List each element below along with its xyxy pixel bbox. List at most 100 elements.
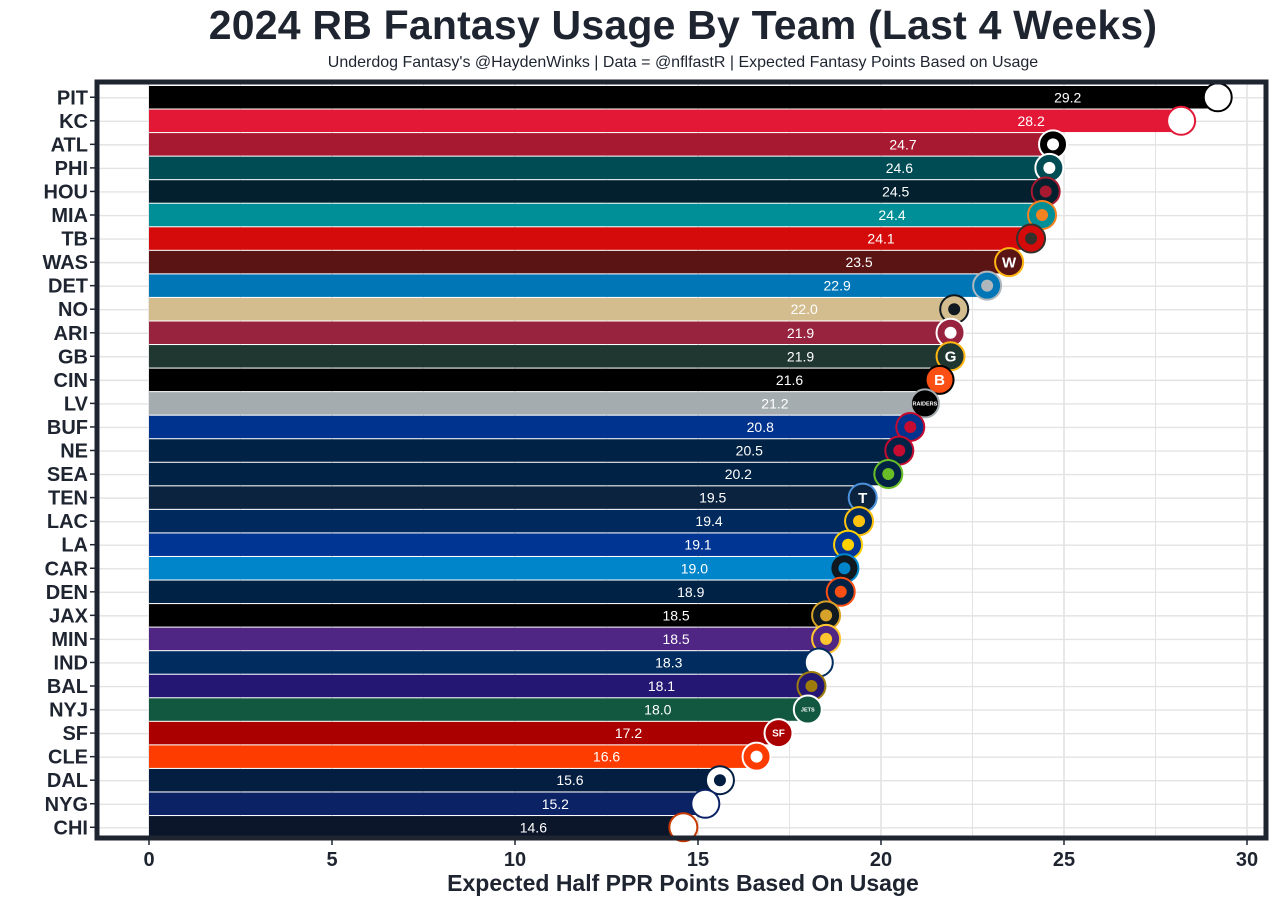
y-tick-label: MIA	[51, 205, 88, 227]
team-logo-cle	[741, 741, 772, 772]
bar-gb	[149, 345, 951, 368]
team-logo-sf: SF	[763, 718, 794, 749]
bar-atl	[149, 133, 1054, 156]
team-logo-bal	[796, 671, 827, 701]
y-tick-label: JAX	[49, 605, 89, 627]
value-label: 20.2	[725, 466, 752, 482]
value-label: 29.2	[1054, 89, 1081, 105]
y-tick-label: LA	[61, 535, 88, 557]
y-tick-label: ATL	[51, 134, 88, 156]
team-logo-lv: RAIDERS	[909, 388, 940, 419]
value-label: 24.7	[889, 136, 916, 152]
y-tick-label: TEN	[48, 488, 88, 510]
value-label: 21.6	[776, 372, 803, 388]
bar-lac	[149, 509, 860, 533]
bar-jax	[149, 604, 827, 627]
bar-ind	[149, 651, 819, 674]
y-tick-label: DET	[48, 276, 88, 298]
value-label: 19.5	[699, 490, 726, 506]
value-label: 17.2	[615, 725, 642, 741]
svg-text:Steelers: Steelers	[1207, 95, 1228, 101]
team-logo-car	[829, 553, 860, 584]
y-tick-label: LV	[64, 393, 89, 415]
chart-subtitle: Underdog Fantasy's @HaydenWinks | Data =…	[327, 54, 1039, 71]
bar-det	[149, 274, 988, 297]
bar-min	[149, 627, 827, 651]
bar-dal	[149, 768, 720, 792]
team-logo-buf	[895, 411, 926, 442]
logos-layer: Steelers KC W GB RAIDERS T U JETS SF NY C	[668, 82, 1233, 843]
team-logo-sea	[873, 459, 904, 490]
y-tick-label: SEA	[47, 464, 88, 486]
bar-hou	[149, 180, 1046, 203]
team-logo-jax	[811, 600, 842, 631]
x-axis-title: Expected Half PPR Points Based On Usage	[447, 870, 919, 896]
y-tick-label: NO	[58, 299, 88, 321]
team-logo-phi	[1034, 152, 1065, 183]
bar-ari	[149, 321, 951, 344]
team-logo-atl	[1038, 129, 1069, 160]
x-tick-label: 15	[687, 849, 709, 871]
value-label: 15.2	[542, 796, 569, 812]
y-tick-label: BUF	[47, 417, 88, 439]
y-tick-label: SF	[62, 723, 88, 745]
team-logo-tb	[1016, 223, 1047, 254]
team-logo-det	[972, 270, 1003, 301]
value-label: 21.9	[787, 325, 814, 341]
y-tick-label: MIN	[51, 629, 88, 651]
y-tick-label: TB	[61, 229, 88, 251]
bar-kc	[149, 109, 1182, 133]
y-tick-label: NE	[60, 441, 88, 463]
svg-text:T: T	[858, 490, 867, 507]
x-tick-label: 5	[326, 849, 337, 871]
team-logo-pit: Steelers	[1202, 82, 1233, 113]
value-label: 14.6	[520, 819, 547, 835]
x-axis: 0 5 10 15 20 25 30	[143, 838, 1258, 871]
y-tick-label: HOU	[44, 181, 88, 203]
value-label: 24.5	[882, 183, 909, 199]
x-tick-label: 20	[870, 849, 892, 871]
value-label: 18.5	[662, 607, 689, 623]
team-logo-no	[939, 294, 970, 325]
svg-text:NY: NY	[698, 799, 712, 810]
y-tick-label: CAR	[45, 558, 89, 580]
bar-pit	[149, 86, 1218, 109]
bar-cle	[149, 745, 757, 768]
svg-text:KC: KC	[1174, 116, 1188, 127]
x-tick-label: 25	[1053, 849, 1075, 871]
bar-ne	[149, 439, 900, 462]
bar-was	[149, 250, 1010, 274]
y-tick-label: KC	[59, 111, 88, 133]
y-tick-label: DAL	[47, 770, 88, 792]
svg-text:JETS: JETS	[801, 707, 815, 713]
bar-nyj	[149, 698, 808, 721]
y-tick-label: BAL	[47, 676, 88, 698]
value-label: 20.8	[747, 419, 774, 435]
bar-car	[149, 557, 845, 580]
svg-text:B: B	[934, 372, 945, 389]
svg-text:U: U	[813, 655, 824, 672]
value-label: 18.0	[644, 702, 671, 718]
bar-buf	[149, 415, 911, 439]
bar-bal	[149, 674, 812, 698]
x-tick-label: 10	[504, 849, 526, 871]
bar-sf	[149, 721, 779, 745]
value-label: 28.2	[1017, 113, 1044, 129]
y-tick-label: ARI	[54, 323, 88, 345]
y-tick-label: PHI	[55, 158, 88, 180]
svg-text:G: G	[945, 349, 957, 366]
team-logo-den	[825, 576, 856, 607]
bar-la	[149, 533, 849, 556]
y-tick-label: CIN	[54, 370, 88, 392]
y-tick-label: GB	[58, 346, 88, 368]
team-logo-was: W	[994, 247, 1025, 278]
value-labels-layer: 29.2 28.2 24.7 24.6 24.5 24.4 24.1 23.5 22.9 22.0…	[520, 89, 1082, 835]
y-axis: PITKCATLPHIHOUMIATBWASDETNOARIGBCINLVBUF…	[42, 87, 97, 839]
bar-lv	[149, 392, 925, 415]
bar-phi	[149, 156, 1050, 180]
bars-layer	[149, 86, 1218, 839]
y-tick-label: WAS	[42, 252, 88, 274]
bar-sea	[149, 462, 889, 486]
plot-frame	[94, 79, 1269, 841]
bar-cin	[149, 368, 940, 392]
